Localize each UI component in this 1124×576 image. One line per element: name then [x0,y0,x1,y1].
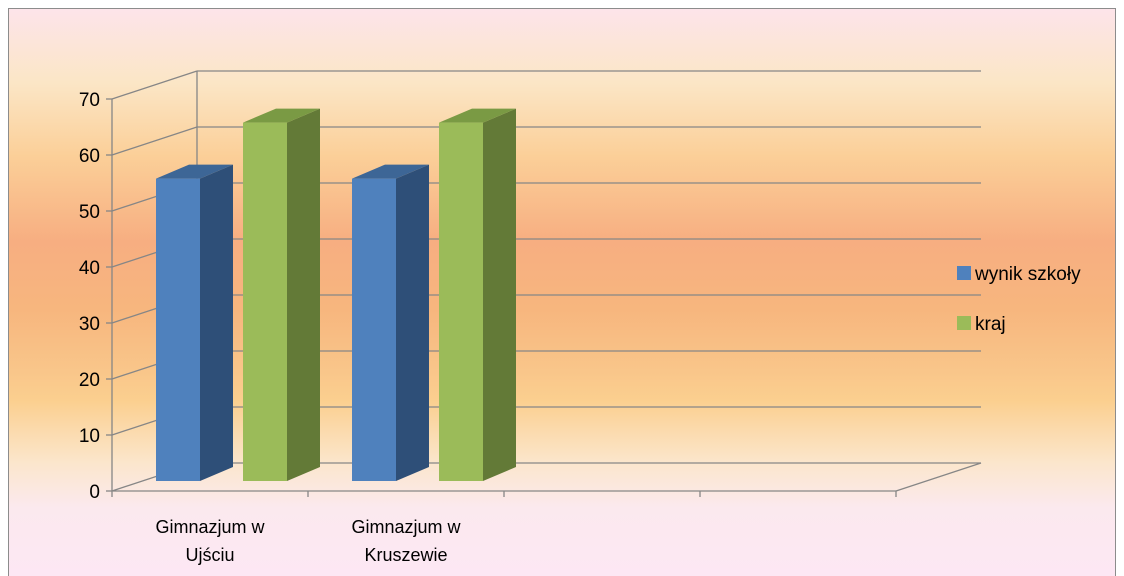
bar-top [439,108,516,123]
chart-walls [106,70,981,492]
x-category-label: Gimnazjum w [351,517,461,537]
bar-side [287,108,320,481]
legend-swatch [957,316,971,330]
bar-front [439,122,483,481]
y-tick-label: 0 [89,482,100,503]
y-tick-label: 50 [79,202,100,223]
legend-label: wynik szkoły [974,264,1081,285]
x-axis: Gimnazjum w Ujściu Gimnazjum w Kruszewie [111,462,982,565]
x-category-label: Gimnazjum w [155,517,265,537]
bar-top [352,164,429,179]
bar [243,108,320,481]
y-tick-label: 40 [79,258,100,279]
y-tick-label: 20 [79,370,100,391]
x-category-label: Kruszewie [364,545,447,565]
bar-side [396,164,429,481]
x-category-label: Ujściu [185,545,234,565]
bar-front [352,178,396,481]
bars-group [156,108,516,481]
legend: wynik szkoły kraj [957,264,1081,335]
bar-front [243,122,287,481]
legend-label: kraj [975,314,1006,335]
bar-top [156,164,233,179]
bar-side [200,164,233,481]
bar-front [156,178,200,481]
y-tick-label: 60 [79,146,100,167]
bar [156,164,233,481]
y-axis-tick-labels: 0 10 20 30 40 50 60 70 [79,90,100,503]
bar-side [483,108,516,481]
side-wall-gridline [111,126,198,156]
floor-right-edge [895,462,982,492]
y-tick-label: 70 [79,90,100,111]
bar [352,164,429,481]
side-wall-gridline [111,70,198,100]
legend-swatch [957,266,971,280]
bar-top [243,108,320,123]
bar [439,108,516,481]
y-tick-label: 30 [79,314,100,335]
y-tick-label: 10 [79,426,100,447]
